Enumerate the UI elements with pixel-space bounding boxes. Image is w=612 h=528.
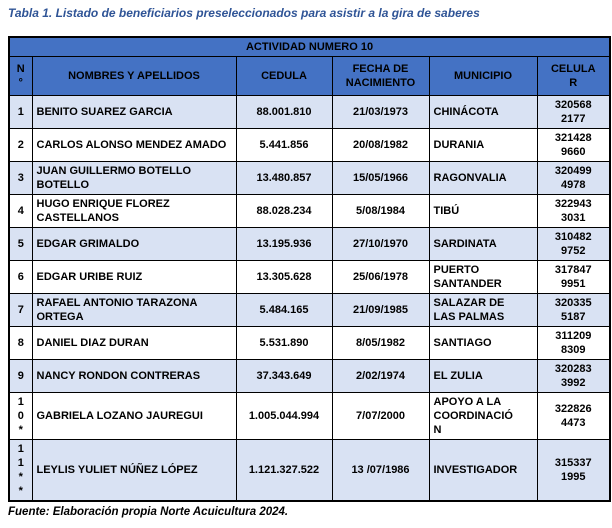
cell-celular: 315337 1995 <box>536 439 611 502</box>
cell-numero: 7 <box>8 293 33 327</box>
table-row-11: 1 1 * * LEYLIS YULIET NÚÑEZ LÓPEZ 1.121.… <box>8 439 611 502</box>
cell-fecha: 5/08/1984 <box>331 194 430 228</box>
col-header-cedula: CEDULA <box>235 56 333 96</box>
cell-fecha: 7/07/2000 <box>331 392 430 440</box>
cell-numero: 9 <box>8 359 33 393</box>
cell-fecha: 15/05/1966 <box>331 161 430 195</box>
cell-fecha: 2/02/1974 <box>331 359 430 393</box>
beneficiaries-table: ACTIVIDAD NUMERO 10 N ° NOMBRES Y APELLI… <box>8 36 612 502</box>
col-header-municipio: MUNICIPIO <box>428 56 538 96</box>
cell-numero: 4 <box>8 194 33 228</box>
cell-celular: 322943 3031 <box>536 194 611 228</box>
cell-municipio: PUERTO SANTANDER <box>428 260 538 294</box>
cell-municipio: APOYO A LA COORDINACIÓ N <box>428 392 538 440</box>
table-row-7: 7 RAFAEL ANTONIO TARAZONA ORTEGA 5.484.1… <box>8 293 611 327</box>
cell-nombre: CARLOS ALONSO MENDEZ AMADO <box>31 128 237 162</box>
banner-row: ACTIVIDAD NUMERO 10 <box>8 36 611 57</box>
col-header-fecha-nacimiento: FECHA DE NACIMIENTO <box>331 56 430 96</box>
table-row-9: 9 NANCY RONDON CONTRERAS 37.343.649 2/02… <box>8 359 611 393</box>
cell-municipio: SALAZAR DE LAS PALMAS <box>428 293 538 327</box>
cell-municipio: INVESTIGADOR <box>428 439 538 502</box>
cell-nombre: JUAN GUILLERMO BOTELLO BOTELLO <box>31 161 237 195</box>
table-row-4: 4 HUGO ENRIQUE FLOREZ CASTELLANOS 88.028… <box>8 194 611 228</box>
table-row-6: 6 EDGAR URIBE RUIZ 13.305.628 25/06/1978… <box>8 260 611 294</box>
table-row-8: 8 DANIEL DIAZ DURAN 5.531.890 8/05/1982 … <box>8 326 611 360</box>
cell-municipio: EL ZULIA <box>428 359 538 393</box>
cell-cedula: 1.005.044.994 <box>235 392 333 440</box>
col-header-numero: N ° <box>8 56 33 96</box>
cell-cedula: 37.343.649 <box>235 359 333 393</box>
table-row-2: 2 CARLOS ALONSO MENDEZ AMADO 5.441.856 2… <box>8 128 611 162</box>
cell-numero: 1 1 * * <box>8 439 33 502</box>
cell-nombre: GABRIELA LOZANO JAUREGUI <box>31 392 237 440</box>
cell-municipio: SARDINATA <box>428 227 538 261</box>
cell-numero: 1 0 * <box>8 392 33 440</box>
cell-fecha: 13 /07/1986 <box>331 439 430 502</box>
cell-celular: 317847 9951 <box>536 260 611 294</box>
cell-cedula: 13.195.936 <box>235 227 333 261</box>
cell-celular: 310482 9752 <box>536 227 611 261</box>
source-note: Fuente: Elaboración propia Norte Acuicul… <box>8 506 289 518</box>
cell-nombre: NANCY RONDON CONTRERAS <box>31 359 237 393</box>
cell-nombre: DANIEL DIAZ DURAN <box>31 326 237 360</box>
cell-nombre: LEYLIS YULIET NÚÑEZ LÓPEZ <box>31 439 237 502</box>
cell-nombre: HUGO ENRIQUE FLOREZ CASTELLANOS <box>31 194 237 228</box>
cell-celular: 321428 9660 <box>536 128 611 162</box>
cell-cedula: 5.441.856 <box>235 128 333 162</box>
cell-cedula: 13.305.628 <box>235 260 333 294</box>
cell-celular: 320499 4978 <box>536 161 611 195</box>
cell-fecha: 21/09/1985 <box>331 293 430 327</box>
table-row-10: 1 0 * GABRIELA LOZANO JAUREGUI 1.005.044… <box>8 392 611 440</box>
cell-numero: 3 <box>8 161 33 195</box>
cell-nombre: RAFAEL ANTONIO TARAZONA ORTEGA <box>31 293 237 327</box>
cell-nombre: EDGAR URIBE RUIZ <box>31 260 237 294</box>
cell-celular: 320335 5187 <box>536 293 611 327</box>
cell-celular: 320568 2177 <box>536 95 611 129</box>
cell-fecha: 20/08/1982 <box>331 128 430 162</box>
cell-celular: 311209 8309 <box>536 326 611 360</box>
cell-municipio: DURANIA <box>428 128 538 162</box>
activity-banner: ACTIVIDAD NUMERO 10 <box>8 36 611 57</box>
table-caption: Tabla 1. Listado de beneficiarios presel… <box>8 6 480 20</box>
cell-municipio: SANTIAGO <box>428 326 538 360</box>
cell-cedula: 5.484.165 <box>235 293 333 327</box>
col-header-nombres: NOMBRES Y APELLIDOS <box>31 56 237 96</box>
document-page: Tabla 1. Listado de beneficiarios presel… <box>5 6 612 518</box>
col-header-celular: CELULA R <box>536 56 611 96</box>
cell-fecha: 27/10/1970 <box>331 227 430 261</box>
table-row-5: 5 EDGAR GRIMALDO 13.195.936 27/10/1970 S… <box>8 227 611 261</box>
cell-cedula: 5.531.890 <box>235 326 333 360</box>
cell-cedula: 1.121.327.522 <box>235 439 333 502</box>
cell-municipio: RAGONVALIA <box>428 161 538 195</box>
cell-celular: 322826 4473 <box>536 392 611 440</box>
cell-cedula: 13.480.857 <box>235 161 333 195</box>
cell-municipio: CHINÁCOTA <box>428 95 538 129</box>
cell-municipio: TIBÚ <box>428 194 538 228</box>
cell-cedula: 88.001.810 <box>235 95 333 129</box>
cell-nombre: EDGAR GRIMALDO <box>31 227 237 261</box>
cell-numero: 5 <box>8 227 33 261</box>
cell-cedula: 88.028.234 <box>235 194 333 228</box>
header-row: N ° NOMBRES Y APELLIDOS CEDULA FECHA DE … <box>8 56 611 96</box>
cell-numero: 1 <box>8 95 33 129</box>
cell-fecha: 25/06/1978 <box>331 260 430 294</box>
cell-fecha: 21/03/1973 <box>331 95 430 129</box>
cell-fecha: 8/05/1982 <box>331 326 430 360</box>
table-row-3: 3 JUAN GUILLERMO BOTELLO BOTELLO 13.480.… <box>8 161 611 195</box>
cell-numero: 6 <box>8 260 33 294</box>
cell-nombre: BENITO SUAREZ GARCIA <box>31 95 237 129</box>
table-row-1: 1 BENITO SUAREZ GARCIA 88.001.810 21/03/… <box>8 95 611 129</box>
cell-numero: 8 <box>8 326 33 360</box>
cell-numero: 2 <box>8 128 33 162</box>
cell-celular: 320283 3992 <box>536 359 611 393</box>
